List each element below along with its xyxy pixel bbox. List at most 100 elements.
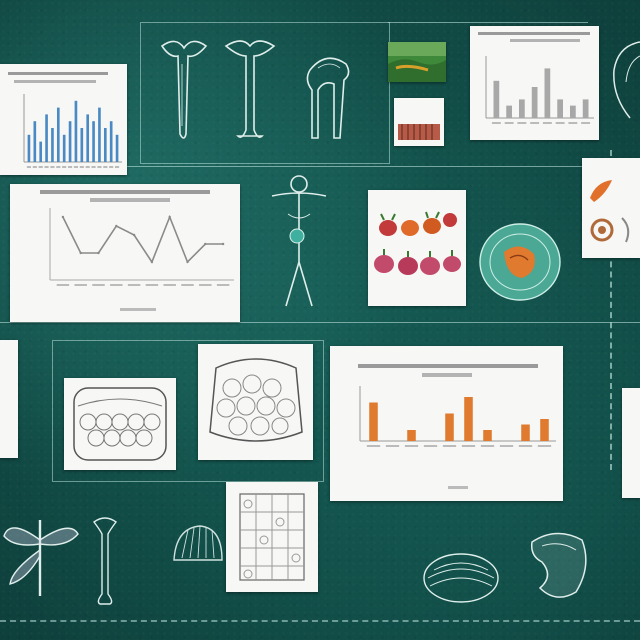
connector-dash-right [610,150,612,470]
chart-subtitle-scribble [14,80,96,83]
data-point [150,260,154,264]
chart-title-scribble [8,72,108,75]
bar [407,430,416,441]
connector-frame-top [140,22,390,164]
x-tick-label [555,122,565,124]
x-tick-label [74,284,87,286]
partial-card-right [622,388,640,498]
bar [483,430,492,441]
bar [80,128,84,162]
x-tick-label [199,284,212,286]
chart-subtitle-scribble [510,39,580,42]
bar [33,121,37,162]
bar [109,121,113,162]
bar [74,100,78,162]
connector-line-top [388,22,588,23]
shell-sketch [423,553,499,603]
bar [27,134,31,162]
bar [39,141,43,162]
bar [445,413,454,441]
hoof-sketch [604,36,640,122]
x-tick-label [499,445,514,447]
radish-row-bottom [374,249,461,275]
data-point [115,224,118,228]
x-tick-label [163,284,176,286]
data-point [186,260,189,264]
hoof-sketch [613,41,640,119]
x-tick-label [26,166,31,168]
chart-subtitle-scribble [422,373,472,377]
x-tick-label [530,122,540,124]
x-tick-label [127,284,141,286]
x-tick-label [115,166,120,168]
partial-card-left [0,340,18,458]
data-point [97,251,100,255]
x-tick-label [504,122,514,124]
line-chart [40,190,234,311]
landscape-photo [388,42,446,82]
chart-title-scribble [478,32,590,35]
x-tick-label [50,166,55,168]
skull-sketch [300,50,354,144]
dragonfly-sketch [0,500,80,600]
bar [369,402,378,441]
bar-chart-card-blue [0,64,127,175]
x-tick-label [91,166,96,168]
x-tick-label [491,122,501,124]
tissue-petri-dish-icon [479,223,561,301]
bone-sketch [160,40,208,139]
x-tick-label [32,166,37,168]
anatomy-figure-sketch [268,170,330,310]
bar [531,87,538,118]
x-tick-label [109,166,114,168]
cell-tissue-drawing-card-3 [226,482,318,592]
bar-chart-card-gray [470,26,599,140]
connector-line-row1 [0,166,640,167]
bar-chart-gray [478,32,594,124]
x-tick-label [92,284,105,286]
x-tick-label [480,445,495,447]
connector-dash-bottom [0,620,640,622]
bone-sketch [224,40,276,138]
bar [51,128,54,162]
cell-tissue-drawing [209,358,303,442]
x-label-scribble [120,308,156,311]
anatomy-figure-sketch [271,175,327,307]
series-line [62,214,224,264]
data-point [61,215,65,219]
bar [92,121,95,162]
x-tick-label [518,445,533,447]
line-chart-card [10,184,240,322]
specimen-photo-card [394,98,444,146]
x-tick-label [423,445,438,447]
bar [56,107,60,162]
x-tick-label [537,445,552,447]
specimen-photo [398,124,440,140]
chart-title-scribble [358,364,538,368]
data-point [79,251,82,255]
bar [506,105,512,118]
x-tick-label [103,166,108,168]
x-tick-label [68,166,73,168]
food-illustration [590,180,630,243]
bar [86,114,90,162]
small-bone-sketch [90,514,120,606]
bone-sketch-2 [222,36,278,144]
bar [570,105,576,118]
x-tick-label [85,166,90,168]
x-tick-label [73,166,78,168]
x-tick-label [181,284,194,286]
x-tick-label [385,445,400,447]
bar [115,134,119,162]
data-point [132,233,136,237]
bar [98,107,101,162]
shell-sketch [173,525,223,561]
bar [493,80,500,118]
x-tick-label [62,166,67,168]
bar [519,99,525,118]
x-tick-label [581,122,591,124]
shell-sketch-left [170,520,226,570]
x-tick-label [145,284,159,286]
chart-subtitle-scribble [90,198,170,202]
